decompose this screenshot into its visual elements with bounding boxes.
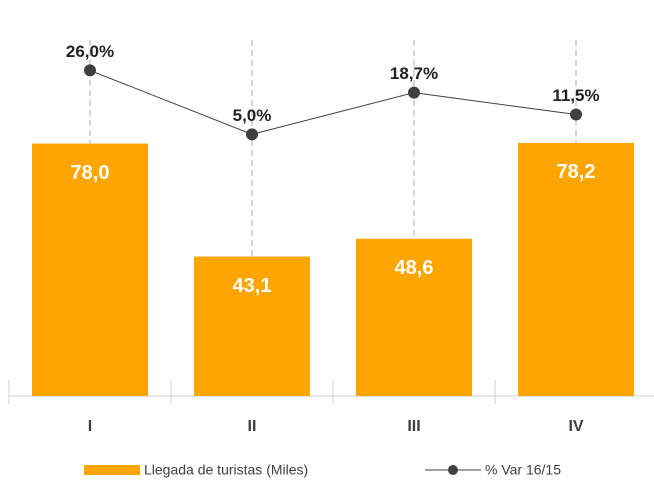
legend-marker xyxy=(448,465,458,475)
line xyxy=(89,69,577,135)
bar-label: 78,0 xyxy=(71,162,110,184)
line-marker xyxy=(570,108,582,121)
line-marker xyxy=(246,128,258,141)
bar xyxy=(356,238,472,396)
line-label: 11,5% xyxy=(552,86,599,105)
line-label: 18,7% xyxy=(390,64,438,83)
line-label: 5,0% xyxy=(233,106,272,125)
bar-label: 78,2 xyxy=(557,161,596,183)
bar-label: 43,1 xyxy=(233,275,272,297)
x-tick-label: IV xyxy=(568,418,583,435)
bar-label: 48,6 xyxy=(395,257,434,279)
x-tick-label: II xyxy=(248,418,257,435)
legend-label: % Var 16/15 xyxy=(485,462,561,478)
line-marker xyxy=(84,64,96,77)
line-label: 26,0% xyxy=(66,42,114,61)
x-tick-label: I xyxy=(88,418,92,435)
bar xyxy=(518,142,634,396)
x-tick-label: III xyxy=(407,418,420,435)
line-marker xyxy=(408,86,420,99)
bar xyxy=(194,256,310,396)
legend-label: Llegada de turistas (Miles) xyxy=(144,462,308,478)
legend-swatch xyxy=(84,465,140,475)
bar xyxy=(32,143,148,396)
